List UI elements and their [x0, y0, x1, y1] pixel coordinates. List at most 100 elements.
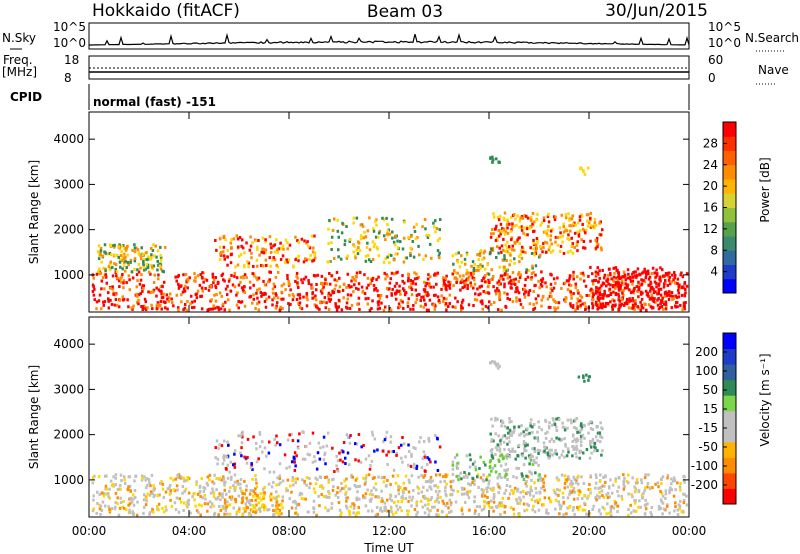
velocity-cell — [229, 477, 233, 481]
power-cell — [212, 304, 215, 308]
velocity-cell — [444, 492, 448, 496]
velocity-cell — [355, 476, 359, 480]
velocity-cell — [664, 492, 668, 496]
power-cell — [568, 274, 572, 278]
velocity-cell — [357, 459, 360, 463]
velocity-colorbar-segment — [723, 441, 736, 458]
power-cell — [237, 299, 240, 303]
velocity-cell — [579, 440, 583, 444]
power-cell — [496, 308, 500, 312]
power-cell — [157, 264, 160, 268]
power-cell — [462, 274, 465, 278]
power-cell — [496, 239, 499, 243]
velocity-cell — [237, 509, 241, 513]
velocity-cell — [305, 483, 308, 487]
velocity-cell — [247, 501, 251, 505]
power-cell — [427, 233, 431, 237]
power-cell — [641, 306, 645, 310]
power-cell — [307, 279, 310, 283]
velocity-cell — [355, 442, 359, 446]
power-cell — [185, 308, 188, 312]
power-cell — [456, 300, 459, 304]
velocity-cell — [288, 497, 292, 501]
velocity-cell — [571, 439, 575, 443]
power-cell — [339, 257, 343, 261]
velocity-cell — [511, 449, 514, 453]
velocity-cell — [577, 474, 580, 478]
velocity-cell — [312, 487, 316, 491]
velocity-cell — [534, 486, 538, 490]
velocity-cell — [267, 508, 271, 512]
velocity-cell — [140, 478, 144, 482]
velocity-cell — [170, 504, 174, 508]
power-cell — [458, 274, 462, 278]
velocity-cell — [107, 505, 111, 509]
power-cell — [547, 213, 550, 217]
power-cell — [142, 266, 146, 270]
velocity-cell — [516, 454, 519, 458]
power-cell — [402, 236, 406, 240]
power-cell — [155, 307, 159, 311]
power-cell — [452, 262, 455, 266]
velocity-cell — [660, 477, 663, 481]
velocity-colorbar-tick-label: -50 — [698, 440, 718, 454]
power-cell — [670, 291, 674, 295]
power-cell — [320, 300, 324, 304]
velocity-cell — [576, 497, 580, 501]
power-cell — [448, 293, 452, 297]
velocity-cell — [474, 468, 478, 472]
power-cell — [517, 271, 521, 275]
velocity-cell — [508, 492, 512, 496]
velocity-cell — [598, 431, 602, 435]
velocity-cell — [279, 481, 282, 485]
power-cell — [612, 266, 615, 270]
power-cell — [428, 284, 431, 288]
power-cell — [577, 232, 581, 236]
velocity-cell — [116, 502, 119, 506]
velocity-cell — [640, 493, 644, 497]
power-cell — [542, 230, 546, 234]
velocity-cell — [563, 455, 566, 459]
nsky-tick-top: 10^5 — [53, 20, 86, 34]
power-cell — [620, 279, 624, 283]
velocity-cell — [456, 489, 460, 493]
velocity-cell — [162, 510, 166, 514]
velocity-cell — [591, 437, 595, 441]
velocity-cell — [377, 475, 380, 479]
velocity-cell — [490, 451, 494, 455]
power-cell — [182, 308, 185, 312]
velocity-cell — [389, 482, 392, 486]
power-cell — [499, 222, 503, 226]
power-cell — [594, 223, 598, 227]
velocity-cell — [500, 424, 503, 428]
power-cell — [549, 287, 553, 291]
power-cell — [302, 277, 306, 281]
velocity-cell — [251, 467, 254, 471]
power-cell — [189, 302, 192, 306]
velocity-cell — [141, 476, 144, 480]
velocity-cell — [429, 479, 433, 483]
power-cell — [626, 284, 629, 288]
power-cell — [502, 237, 505, 241]
velocity-cell — [371, 493, 374, 497]
power-cell — [579, 294, 582, 298]
power-cell — [342, 282, 346, 286]
velocity-cell — [235, 512, 238, 516]
velocity-cell — [489, 361, 492, 365]
velocity-cell — [341, 460, 345, 464]
velocity-cell — [272, 470, 276, 474]
velocity-cell — [280, 502, 283, 506]
velocity-cell — [656, 481, 660, 485]
power-colorbar-segment — [723, 136, 736, 151]
power-cell — [241, 246, 245, 250]
power-cell — [644, 271, 648, 275]
power-cell — [211, 307, 215, 311]
velocity-cell — [244, 509, 247, 513]
power-cell — [683, 304, 686, 308]
power-cell — [637, 289, 640, 293]
power-cell — [113, 243, 116, 247]
velocity-cell — [292, 455, 296, 459]
power-cell — [571, 242, 575, 246]
velocity-cell — [547, 496, 551, 500]
power-cell — [679, 303, 682, 307]
